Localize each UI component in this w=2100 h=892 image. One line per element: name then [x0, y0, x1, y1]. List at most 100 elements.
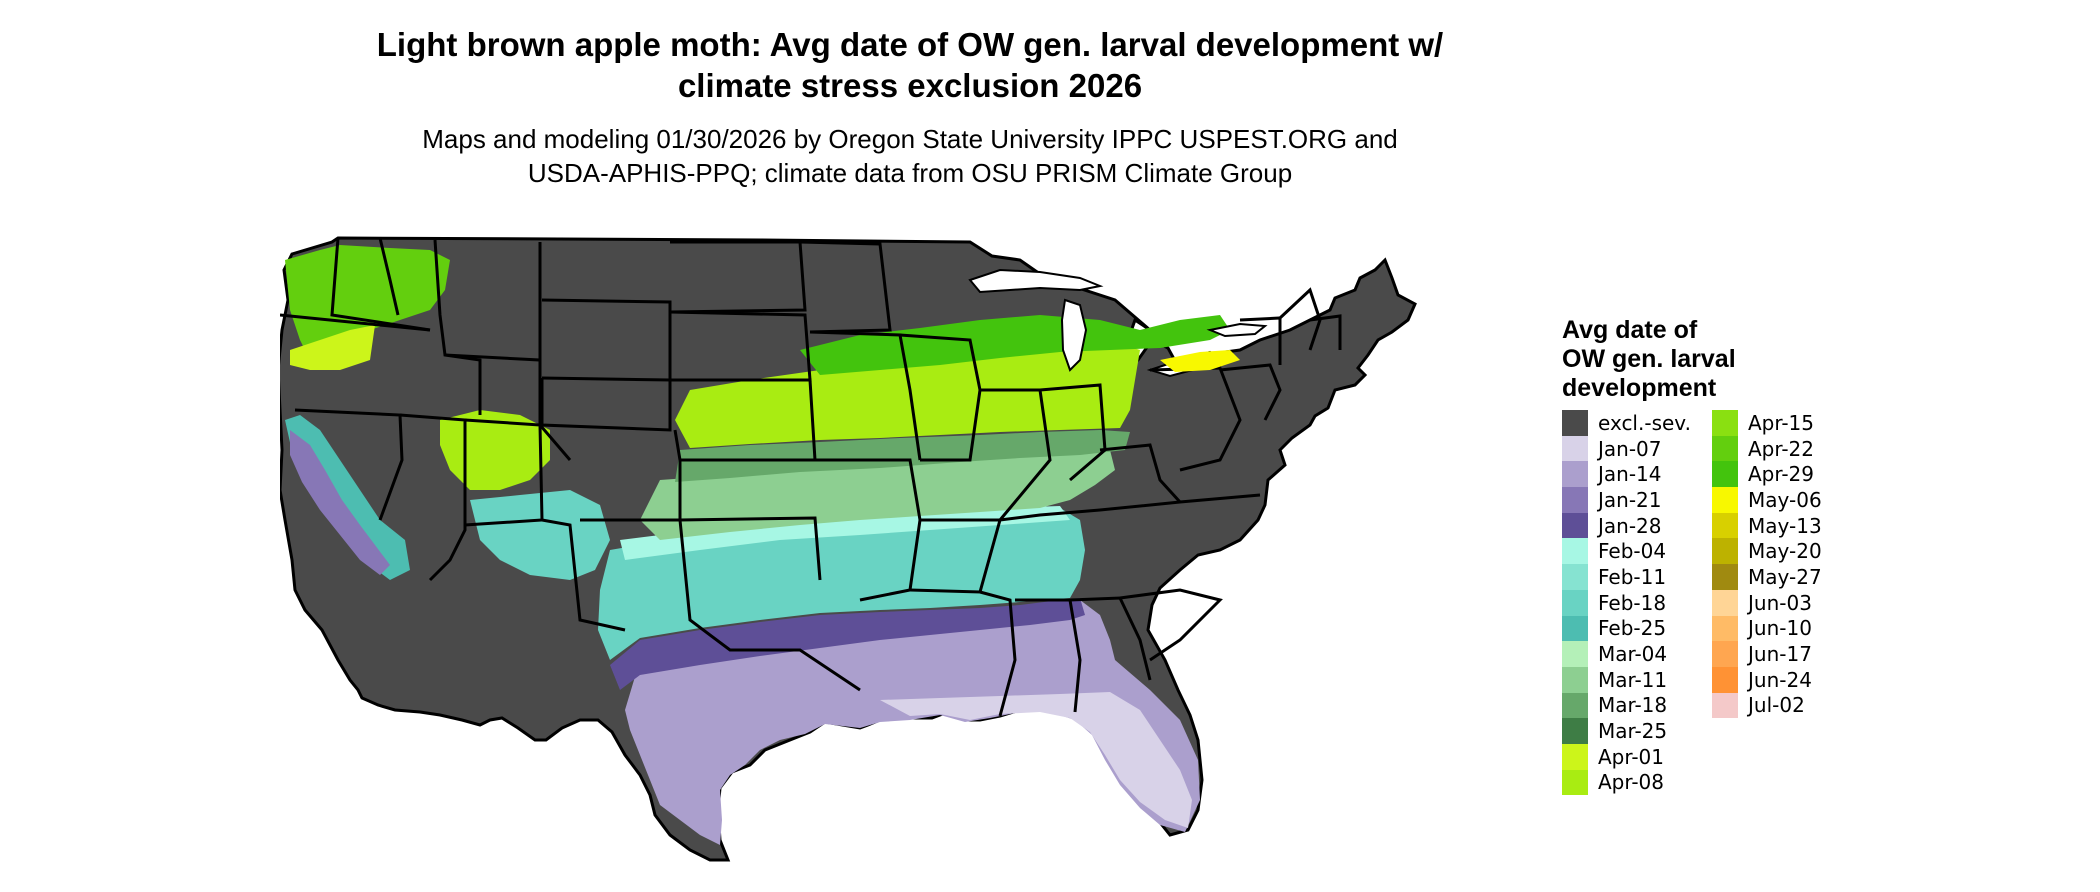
legend-title: Avg date of OW gen. larval development — [1562, 316, 1822, 403]
map-title-line2: climate stress exclusion 2026 — [677, 67, 1143, 104]
legend-item: Jun-10 — [1712, 615, 1822, 642]
legend-swatch — [1562, 692, 1588, 719]
legend-item: May-27 — [1712, 564, 1822, 590]
legend-label: Apr-29 — [1748, 462, 1814, 487]
legend-column-2: Apr-15 Apr-22 Apr-29 May-06 May-13 May-20 May-… — [1712, 410, 1822, 719]
legend-title-line1: Avg date of — [1562, 316, 1698, 344]
legend-label: excl.-sev. — [1598, 410, 1691, 435]
zone-pnw-yellow — [290, 325, 375, 370]
legend-swatch — [1562, 769, 1588, 796]
legend-item: Mar-04 — [1562, 641, 1691, 667]
legend-item: May-06 — [1712, 487, 1822, 513]
legend-swatch — [1562, 743, 1588, 770]
legend-item: Apr-22 — [1712, 435, 1822, 462]
legend-label: Jun-24 — [1748, 667, 1812, 692]
lake-superior — [968, 268, 1104, 294]
legend-item: Apr-15 — [1712, 410, 1822, 436]
legend-swatch — [1562, 487, 1588, 513]
legend-label: Mar-25 — [1598, 719, 1668, 744]
legend-item: Apr-08 — [1562, 769, 1691, 796]
legend-item: Mar-25 — [1562, 718, 1691, 744]
legend-swatch — [1712, 641, 1738, 667]
lake-michigan — [1060, 298, 1088, 372]
legend-label: May-27 — [1748, 564, 1822, 589]
legend-label: Feb-11 — [1598, 564, 1667, 589]
legend-item: Apr-29 — [1712, 461, 1822, 488]
legend-item: Jun-24 — [1712, 666, 1822, 693]
zone-az — [470, 490, 610, 580]
legend-label: Mar-11 — [1598, 667, 1668, 692]
legend-item: Mar-18 — [1562, 692, 1691, 719]
map-subtitle-line2: USDA-APHIS-PPQ; climate data from OSU PR… — [527, 158, 1293, 188]
legend-item: Jul-02 — [1712, 692, 1822, 719]
legend-label: Jun-10 — [1748, 616, 1812, 641]
legend-label: Jan-21 — [1598, 487, 1662, 512]
map-title-line1: Light brown apple moth: Avg date of OW g… — [376, 26, 1444, 63]
legend-swatch — [1562, 641, 1588, 667]
legend-swatch — [1712, 435, 1738, 462]
zone-apr — [675, 340, 1140, 448]
legend-label: Mar-04 — [1598, 642, 1668, 667]
legend-swatch — [1562, 718, 1588, 744]
map-title: Light brown apple moth: Avg date of OW g… — [300, 24, 1520, 106]
legend-label: Jan-14 — [1598, 462, 1662, 487]
map-subtitle-line1: Maps and modeling 01/30/2026 by Oregon S… — [422, 124, 1398, 154]
legend-swatch — [1562, 615, 1588, 642]
zone-sw — [440, 410, 550, 490]
legend-item: Jan-07 — [1562, 435, 1691, 462]
legend-swatch — [1712, 512, 1738, 539]
legend-item: Mar-11 — [1562, 666, 1691, 693]
legend-swatch — [1562, 666, 1588, 693]
legend-swatch — [1712, 410, 1738, 436]
legend-label: May-20 — [1748, 539, 1822, 564]
legend-label: Jan-28 — [1598, 513, 1662, 538]
legend-item: May-20 — [1712, 538, 1822, 565]
legend-label: Jan-07 — [1598, 436, 1662, 461]
legend-item: excl.-sev. — [1562, 410, 1691, 436]
legend-item: Feb-04 — [1562, 538, 1691, 565]
legend-swatch — [1562, 435, 1588, 462]
legend-item: Jan-28 — [1562, 512, 1691, 539]
legend-title-line3: development — [1562, 374, 1717, 402]
legend-label: Apr-01 — [1598, 744, 1664, 769]
legend-label: Jul-02 — [1748, 693, 1805, 718]
map-subtitle: Maps and modeling 01/30/2026 by Oregon S… — [300, 122, 1520, 190]
legend-label: Apr-15 — [1748, 410, 1814, 435]
zone-jan — [625, 600, 1200, 845]
legend-label: Apr-22 — [1748, 436, 1814, 461]
legend-swatch — [1562, 538, 1588, 565]
legend-item: Jun-17 — [1712, 641, 1822, 667]
legend-item: May-13 — [1712, 512, 1822, 539]
legend-swatch — [1712, 692, 1738, 719]
legend-swatch — [1562, 589, 1588, 616]
zone-erie-yellow — [1160, 350, 1240, 372]
legend-item: Feb-18 — [1562, 589, 1691, 616]
legend-column-1: excl.-sev. Jan-07 Jan-14 Jan-21 Jan-28 Feb-04… — [1562, 410, 1691, 796]
legend-label: Jun-17 — [1748, 642, 1812, 667]
legend-swatch — [1712, 487, 1738, 513]
legend-item: Apr-01 — [1562, 743, 1691, 770]
legend-item: Jun-03 — [1712, 589, 1822, 616]
legend-item: Feb-25 — [1562, 615, 1691, 642]
zone-jan-dark — [610, 598, 1085, 690]
legend-label: Feb-04 — [1598, 539, 1667, 564]
legend-item: Jan-14 — [1562, 461, 1691, 488]
zone-ca-purple — [290, 430, 390, 575]
legend-swatch — [1712, 615, 1738, 642]
legend-swatch — [1712, 461, 1738, 488]
legend-swatch — [1562, 410, 1588, 436]
legend-label: May-06 — [1748, 487, 1822, 512]
legend-label: Apr-08 — [1598, 770, 1664, 795]
lake-ontario — [1206, 322, 1268, 338]
legend-swatch — [1562, 564, 1588, 590]
legend-swatch — [1562, 512, 1588, 539]
legend-swatch — [1712, 564, 1738, 590]
legend-swatch — [1712, 666, 1738, 693]
legend-item: Jan-21 — [1562, 487, 1691, 513]
legend-label: Feb-18 — [1598, 590, 1667, 615]
legend-swatch — [1712, 538, 1738, 565]
zone-mar-dark — [675, 430, 1130, 482]
legend-item: Feb-11 — [1562, 564, 1691, 590]
legend-swatch — [1712, 589, 1738, 616]
legend-label: Feb-25 — [1598, 616, 1667, 641]
